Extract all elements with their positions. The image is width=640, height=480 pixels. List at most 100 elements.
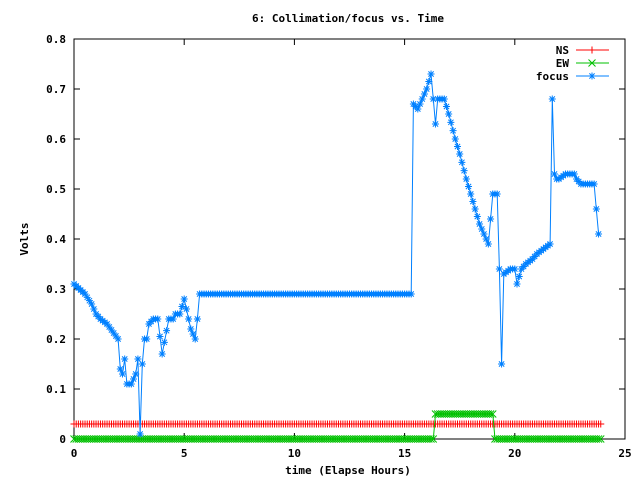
data-point [445, 110, 453, 118]
x-tick-label: 10 [288, 447, 301, 460]
data-point [473, 213, 481, 220]
legend-label: focus [536, 70, 569, 83]
data-point [90, 305, 98, 313]
data-point [588, 59, 596, 67]
data-point [476, 220, 484, 228]
y-tick-label: 0.4 [46, 233, 66, 246]
data-point [594, 435, 603, 443]
data-point [85, 297, 93, 305]
data-point [546, 240, 554, 248]
data-point [81, 290, 89, 298]
data-point [88, 300, 96, 308]
data-point [460, 167, 468, 175]
data-point [465, 183, 473, 190]
data-point [114, 335, 122, 343]
data-point [453, 143, 461, 150]
data-point [185, 315, 193, 323]
y-axis-label: Volts [18, 222, 31, 255]
data-point [495, 265, 503, 273]
data-point [178, 303, 186, 310]
data-point [103, 320, 111, 328]
y-tick-label: 0.7 [46, 83, 66, 96]
data-point [132, 370, 140, 378]
data-point [484, 240, 492, 248]
data-point [488, 410, 497, 418]
data-point [407, 290, 415, 298]
data-point [456, 150, 464, 158]
data-point [425, 78, 433, 85]
data-point [118, 370, 126, 378]
data-point [482, 235, 490, 243]
data-point [478, 225, 486, 233]
data-point [130, 375, 138, 383]
data-point [486, 410, 495, 418]
data-point [107, 326, 115, 334]
data-point [487, 215, 495, 223]
data-point [462, 175, 470, 183]
data-point [592, 205, 600, 213]
data-point [458, 158, 466, 166]
data-point [515, 273, 523, 280]
data-point [176, 310, 184, 318]
data-point [440, 95, 448, 103]
data-point [590, 180, 598, 188]
data-point [467, 190, 475, 198]
x-tick-label: 25 [618, 447, 631, 460]
data-point [596, 435, 605, 443]
y-tick-label: 0.3 [46, 283, 66, 296]
series-ew [70, 410, 605, 443]
y-tick-label: 0 [59, 433, 66, 446]
data-point [420, 90, 428, 98]
data-point [116, 365, 124, 373]
data-point [189, 330, 197, 338]
data-point [511, 265, 519, 273]
data-point [143, 335, 151, 343]
series-ns [70, 420, 605, 428]
data-point [127, 380, 135, 388]
data-point [105, 323, 113, 331]
data-point [160, 338, 168, 346]
data-point [187, 325, 195, 333]
data-point [471, 205, 479, 213]
data-point [191, 335, 199, 343]
x-axis-label: time (Elapse Hours) [285, 464, 411, 477]
x-tick-label: 0 [71, 447, 78, 460]
data-point [480, 230, 488, 238]
data-point [83, 293, 91, 301]
axis-ticks: 0 5 10 15 20 25 0 0.1 0.2 0.3 0.4 0.5 0.6 0.7 0.8 [46, 33, 632, 460]
data-point [451, 135, 459, 143]
data-point [427, 435, 435, 443]
data-point [447, 118, 455, 126]
plot-frame [73, 38, 626, 440]
data-point [469, 198, 477, 205]
data-point [416, 100, 424, 108]
y-tick-label: 0.8 [46, 33, 66, 46]
data-point [414, 105, 422, 113]
x-tick-label: 15 [398, 447, 411, 460]
data-point [427, 70, 435, 78]
data-point [493, 190, 501, 198]
y-tick-label: 0.2 [46, 333, 66, 346]
data-point [442, 103, 450, 110]
data-point [570, 170, 578, 178]
data-point [429, 95, 437, 103]
series-line [73, 73, 600, 435]
data-point [193, 315, 201, 323]
data-point [429, 435, 438, 443]
y-tick-label: 0.1 [46, 383, 66, 396]
data-point [431, 120, 439, 128]
data-point [418, 95, 426, 103]
x-tick-label: 20 [508, 447, 521, 460]
y-tick-label: 0.6 [46, 133, 66, 146]
data-point [595, 230, 603, 238]
series-layer [70, 70, 605, 443]
chart-title: 6: Collimation/focus vs. Time [252, 12, 444, 25]
legend-label: EW [556, 57, 570, 70]
data-point [110, 329, 118, 337]
x-tick-label: 5 [181, 447, 188, 460]
data-point [156, 333, 164, 340]
data-point [449, 127, 457, 135]
data-point [550, 170, 558, 178]
